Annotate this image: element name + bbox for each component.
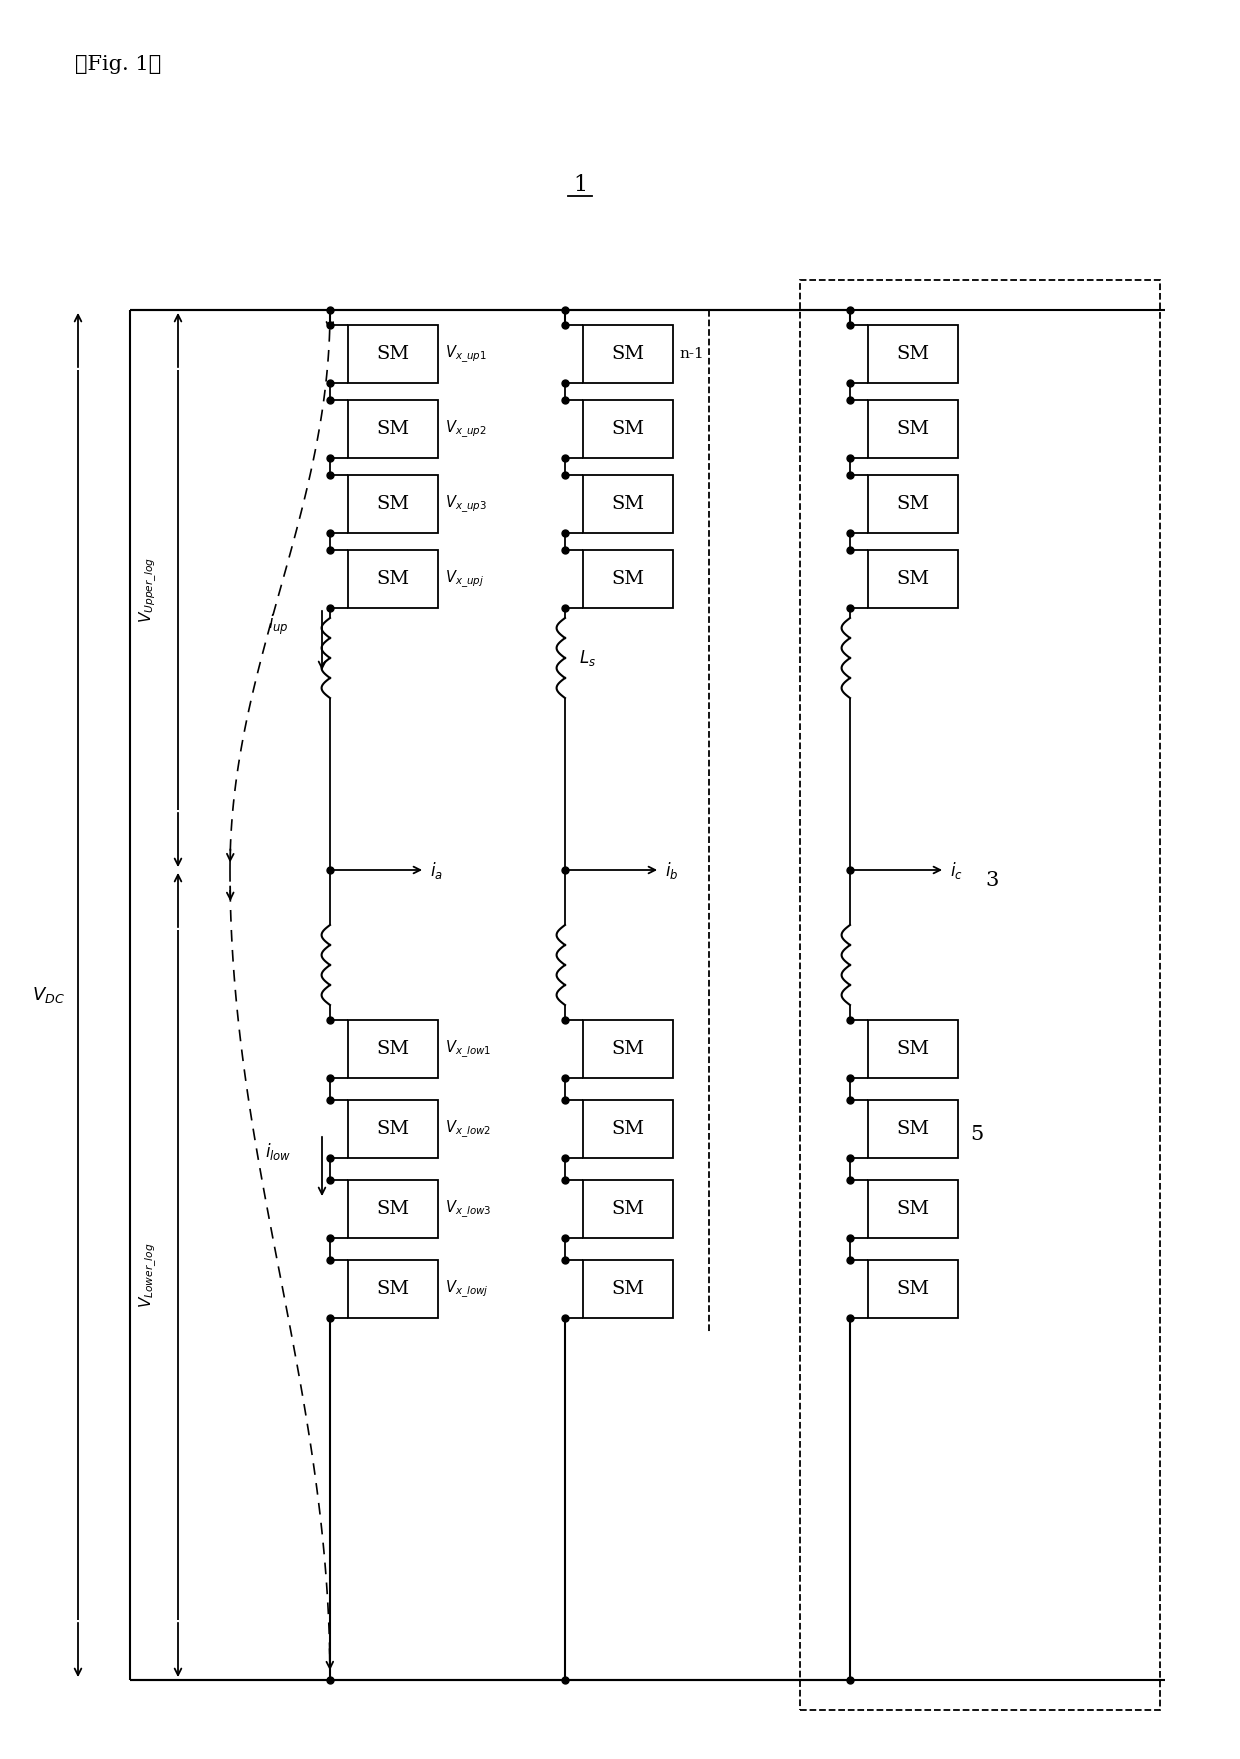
Text: SM: SM [611,494,645,514]
Bar [348,1099,438,1157]
Text: 5: 5 [970,1124,983,1143]
Bar [868,1259,959,1317]
Bar [868,1180,959,1238]
Text: SM: SM [611,345,645,362]
Text: $V_{x\_up3}$: $V_{x\_up3}$ [445,494,487,514]
Text: SM: SM [377,1200,409,1217]
Bar [583,1259,673,1317]
Bar [348,1020,438,1078]
Text: $V_{x\_low1}$: $V_{x\_low1}$ [445,1038,491,1059]
Text: SM: SM [897,494,930,514]
Bar [583,1180,673,1238]
Text: SM: SM [377,420,409,438]
Text: $V_{Lower\_log}$: $V_{Lower\_log}$ [138,1242,159,1309]
Text: $i_a$: $i_a$ [430,860,443,881]
Text: $V_{x\_up1}$: $V_{x\_up1}$ [445,343,486,364]
Bar [348,1180,438,1238]
Bar [348,551,438,609]
Text: $V_{x\_upj}$: $V_{x\_upj}$ [445,568,484,589]
Text: SM: SM [377,570,409,588]
Text: SM: SM [897,1200,930,1217]
Text: 3: 3 [985,871,998,890]
Text: $i_c$: $i_c$ [950,860,962,881]
Bar [583,1020,673,1078]
Bar [868,399,959,457]
Text: SM: SM [611,1120,645,1138]
Bar [583,1099,673,1157]
Text: $V_{x\_low2}$: $V_{x\_low2}$ [445,1119,491,1140]
Text: SM: SM [611,1200,645,1217]
Bar [868,325,959,383]
Text: $i_{up}$: $i_{up}$ [268,612,289,637]
Text: SM: SM [377,345,409,362]
Text: $V_{DC}$: $V_{DC}$ [31,985,64,1004]
Text: SM: SM [897,1040,930,1057]
Text: SM: SM [611,420,645,438]
Text: SM: SM [377,1120,409,1138]
Bar [868,1020,959,1078]
Text: 【Fig. 1】: 【Fig. 1】 [74,55,161,74]
Text: SM: SM [377,1281,409,1298]
Bar [868,1099,959,1157]
Bar [583,325,673,383]
Text: SM: SM [897,345,930,362]
Bar [868,551,959,609]
Bar [348,1259,438,1317]
Bar [583,475,673,533]
Text: SM: SM [377,494,409,514]
Text: SM: SM [897,1120,930,1138]
Text: $V_{x\_up2}$: $V_{x\_up2}$ [445,419,486,440]
Bar [800,280,1159,1710]
Text: SM: SM [611,570,645,588]
Bar [868,475,959,533]
Text: SM: SM [897,420,930,438]
Text: $i_b$: $i_b$ [665,860,678,881]
Bar [348,475,438,533]
Text: $V_{x\_low3}$: $V_{x\_low3}$ [445,1198,491,1219]
Bar [583,399,673,457]
Text: $V_{x\_lowj}$: $V_{x\_lowj}$ [445,1279,489,1300]
Text: SM: SM [897,1281,930,1298]
Text: n-1: n-1 [680,347,704,361]
Text: SM: SM [377,1040,409,1057]
Bar [348,399,438,457]
Text: $L_s$: $L_s$ [579,647,596,668]
Text: $V_{Upper\_log}$: $V_{Upper\_log}$ [138,558,159,623]
Bar [583,551,673,609]
Text: SM: SM [611,1040,645,1057]
Bar [348,325,438,383]
Text: $i_{low}$: $i_{low}$ [265,1140,291,1161]
Text: SM: SM [611,1281,645,1298]
Text: 1: 1 [573,174,587,195]
Text: SM: SM [897,570,930,588]
